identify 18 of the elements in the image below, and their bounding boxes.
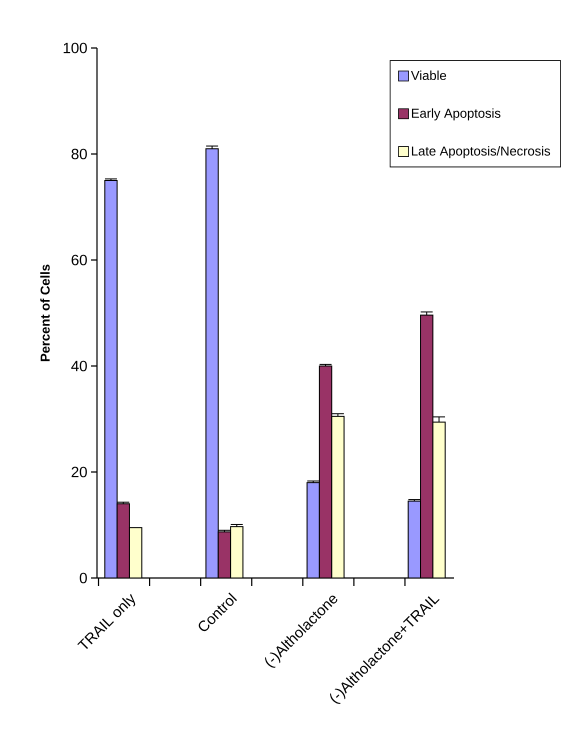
y-tick-label: 100 xyxy=(64,42,87,54)
y-tick-label: 60 xyxy=(72,254,87,266)
bar xyxy=(408,500,422,578)
y-tick-label: 0 xyxy=(80,572,87,584)
y-tick-label: 80 xyxy=(72,148,87,160)
bar xyxy=(116,503,130,578)
bar xyxy=(230,526,244,578)
bar xyxy=(331,416,345,578)
legend-label: Early Apoptosis xyxy=(412,108,500,120)
y-tick-label: 40 xyxy=(71,360,87,372)
y-tick-label: 20 xyxy=(72,466,87,478)
bar xyxy=(205,148,219,578)
y-axis-title: Percent of Cells xyxy=(40,264,50,362)
legend-label: Viable xyxy=(410,70,446,80)
bar xyxy=(128,527,142,578)
bar xyxy=(420,314,434,578)
bar xyxy=(306,482,320,578)
legend-label: Late Apoptosis/Necrosis xyxy=(412,146,550,158)
